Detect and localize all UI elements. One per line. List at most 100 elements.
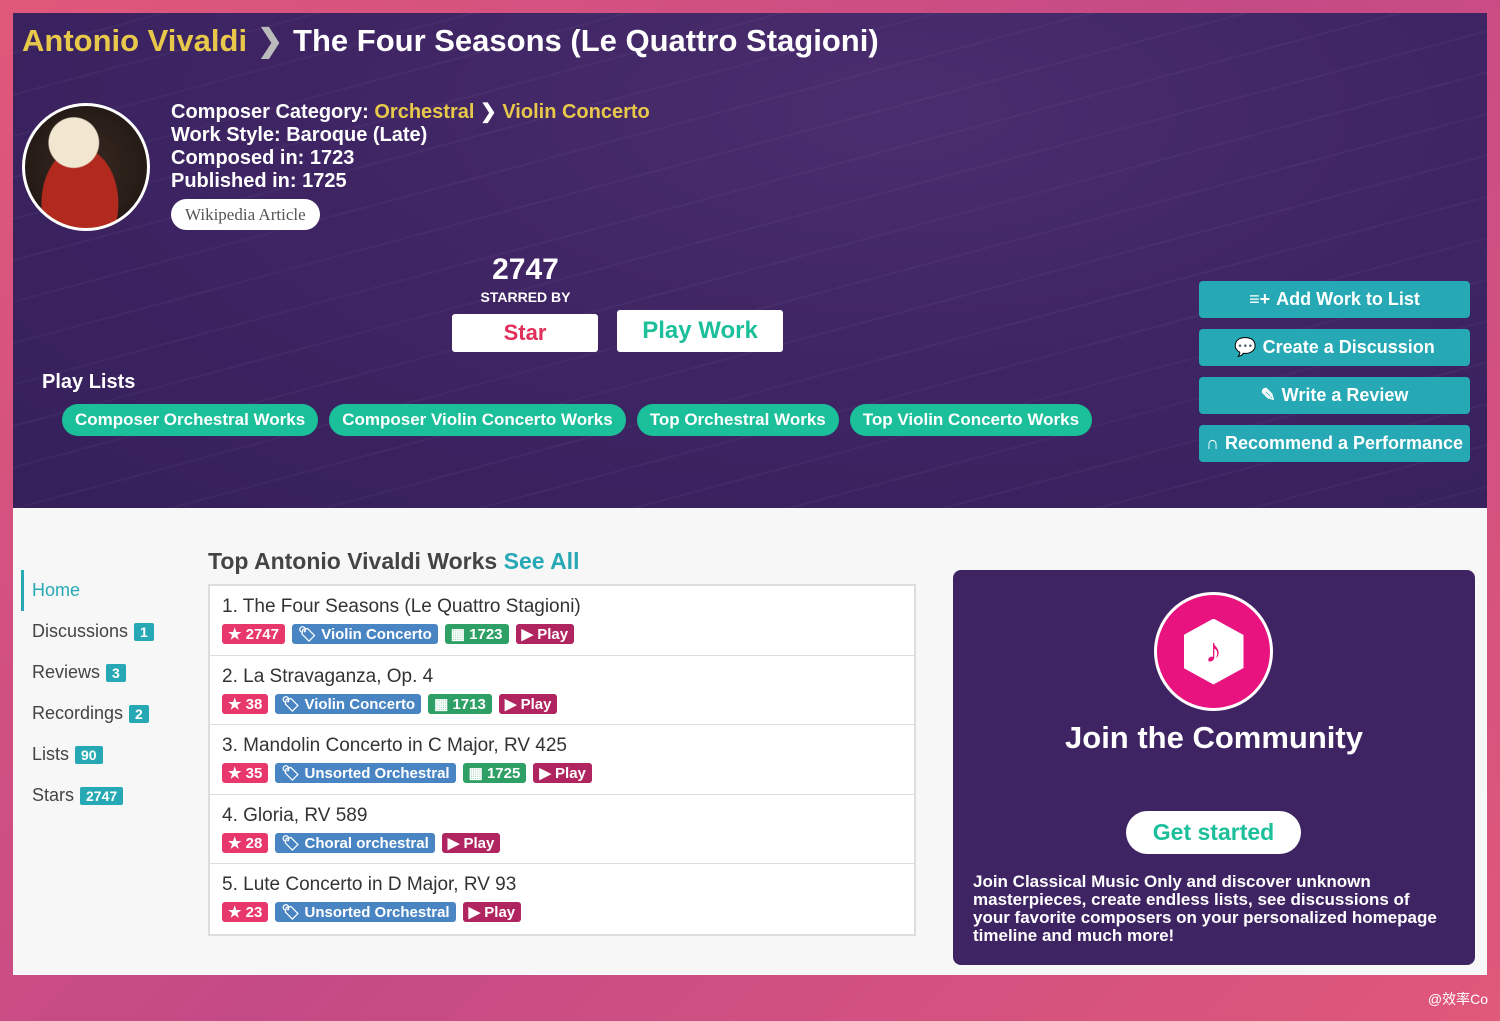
work-title[interactable]: 1. The Four Seasons (Le Quattro Stagioni… (222, 596, 581, 617)
year-tag[interactable]: ▦ 1723 (444, 624, 509, 644)
work-tags: ★ 23 🏷 Unsorted Orchestral ▶ Play (222, 902, 902, 923)
work-row[interactable]: 3. Mandolin Concerto in C Major, RV 425 … (210, 725, 914, 795)
sidebar-item-recordings[interactable]: Recordings 2 (21, 693, 154, 734)
chevron-right-icon: ❯ (257, 23, 284, 58)
category-value: Unsorted Orchestral (304, 765, 450, 783)
sidebar-item-discussions[interactable]: Discussions 1 (21, 611, 154, 652)
category-tag[interactable]: 🏷 Violin Concerto (275, 693, 422, 714)
playlist-pill[interactable]: Top Orchestral Works (636, 404, 839, 436)
page: Antonio Vivaldi ❯ The Four Seasons (Le Qua… (13, 13, 1487, 975)
composer-link[interactable]: Antonio Vivaldi (22, 23, 248, 58)
get-started-button[interactable]: Get started (1126, 811, 1301, 854)
work-row[interactable]: 1. The Four Seasons (Le Quattro Stagioni… (210, 586, 914, 656)
stars-value: 38 (245, 695, 263, 713)
work-row[interactable]: 5. Lute Concerto in D Major, RV 93 ★ 23 … (210, 864, 914, 934)
sidebar-label: Discussions (32, 621, 129, 641)
list-add-icon: ≡+ (1249, 289, 1271, 309)
subcategory-link[interactable]: Violin Concerto (502, 101, 650, 123)
button-label: Create a Discussion (1262, 337, 1435, 357)
stars-value: 28 (245, 834, 263, 852)
button-label: Write a Review (1281, 385, 1409, 405)
count-badge: 2747 (80, 786, 124, 805)
work-tags: ★ 38 🏷 Violin Concerto ▦ 1713 ▶ Play (222, 693, 902, 714)
works-list: 1. The Four Seasons (Le Quattro Stagioni… (208, 584, 916, 936)
feather-icon: ✎ (1260, 385, 1276, 405)
play-tag[interactable]: ▶ Play (515, 624, 575, 644)
play-value: Play (520, 695, 552, 713)
work-row[interactable]: 4. Gloria, RV 589 ★ 28 🏷 Choral orchestr… (210, 795, 914, 865)
play-work-button[interactable]: Play Work (617, 310, 783, 352)
community-text: Join Classical Music Only and discover u… (973, 872, 1437, 945)
community-title: Join the Community (1065, 720, 1363, 755)
sidebar-label: Home (32, 580, 81, 600)
work-title[interactable]: 2. La Stravaganza, Op. 4 (222, 665, 434, 687)
category-link[interactable]: Orchestral (374, 101, 475, 123)
year-tag[interactable]: ▦ 1725 (462, 763, 527, 784)
sidebar-item-stars[interactable]: Stars 2747 (21, 775, 154, 816)
create-discussion-button[interactable]: 💬 Create a Discussion (1199, 329, 1470, 366)
category-value: Unsorted Orchestral (304, 904, 450, 922)
star-button[interactable]: Star (452, 314, 598, 352)
count-badge: 2 (129, 704, 149, 723)
stars-tag[interactable]: ★ 38 (222, 693, 269, 714)
sidebar-label: Stars (32, 785, 75, 805)
stars-tag[interactable]: ★ 35 (222, 763, 269, 784)
sidebar-label: Recordings (32, 703, 124, 723)
work-row[interactable]: 2. La Stravaganza, Op. 4 ★ 38 🏷 Violin C… (210, 656, 914, 726)
play-tag[interactable]: ▶ Play (462, 902, 522, 923)
year-tag[interactable]: ▦ 1713 (428, 693, 492, 714)
category-tag[interactable]: 🏷 Unsorted Orchestral (275, 763, 456, 784)
button-label: Recommend a Performance (1224, 433, 1464, 453)
published-year: Published in: 1725 (171, 170, 347, 192)
sidebar-item-reviews[interactable]: Reviews 3 (21, 652, 154, 693)
calendar-icon: ▦ (434, 695, 449, 713)
category-label: Composer Category: (171, 101, 369, 123)
works-heading: Top Antonio Vivaldi Works See All (208, 548, 579, 575)
category-tag[interactable]: 🏷 Choral orchestral (275, 832, 435, 853)
comments-icon: 💬 (1234, 337, 1257, 357)
stars-tag[interactable]: ★ 28 (222, 832, 269, 853)
tag-icon: 🏷 (281, 765, 301, 783)
category-tag[interactable]: 🏷 Violin Concerto (292, 624, 438, 644)
page-title: The Four Seasons (Le Quattro Stagioni) (293, 23, 879, 58)
play-tag[interactable]: ▶ Play (533, 763, 592, 784)
recommend-performance-button[interactable]: ∩ Recommend a Performance (1199, 425, 1470, 462)
composed-year: Composed in: 1723 (171, 147, 355, 169)
tag-icon: 🏷 (281, 834, 301, 852)
add-to-list-button[interactable]: ≡+ Add Work to List (1199, 281, 1470, 318)
stars-tag[interactable]: ★ 23 (222, 902, 269, 923)
sidebar-item-lists[interactable]: Lists 90 (21, 734, 154, 775)
see-all-link[interactable]: See All (503, 548, 580, 574)
playlist-pill[interactable]: Composer Orchestral Works (62, 404, 319, 436)
work-title[interactable]: 5. Lute Concerto in D Major, RV 93 (222, 874, 517, 896)
play-tag[interactable]: ▶ Play (498, 693, 558, 714)
youtube-play-icon: ▶ (539, 765, 551, 783)
stars-value: 2747 (245, 626, 279, 643)
work-tags: ★ 35 🏷 Unsorted Orchestral ▦ 1725 ▶ Play (222, 763, 902, 784)
stars-value: 23 (245, 904, 263, 922)
star-count: 2747 STARRED BY (453, 253, 598, 305)
community-card: ♪ Join the Community Get started Join Cl… (953, 570, 1475, 965)
playlists-title: Play Lists (42, 371, 136, 393)
work-tags: ★ 2747 🏷 Violin Concerto ▦ 1723 ▶ Play (222, 624, 902, 644)
tag-icon: 🏷 (281, 695, 301, 713)
stars-value: 35 (245, 765, 263, 783)
work-title[interactable]: 3. Mandolin Concerto in C Major, RV 425 (222, 735, 567, 757)
calendar-icon: ▦ (450, 626, 465, 643)
playlist-pill[interactable]: Top Violin Concerto Works (849, 404, 1093, 436)
category-tag[interactable]: 🏷 Unsorted Orchestral (275, 902, 456, 923)
star-icon: ★ (228, 765, 242, 783)
wikipedia-link[interactable]: Wikipedia Article (171, 199, 320, 230)
sidebar-item-home[interactable]: Home (21, 570, 154, 611)
music-note-icon: ♪ (1183, 618, 1244, 685)
count-badge: 3 (106, 663, 126, 682)
sidebar-label: Reviews (32, 662, 101, 682)
stars-tag[interactable]: ★ 2747 (222, 624, 285, 644)
write-review-button[interactable]: ✎ Write a Review (1199, 377, 1470, 414)
star-icon: ★ (228, 834, 242, 852)
category-value: Choral orchestral (304, 834, 429, 852)
play-tag[interactable]: ▶ Play (441, 832, 501, 853)
playlist-pill[interactable]: Composer Violin Concerto Works (329, 404, 626, 436)
count-badge: 1 (134, 622, 154, 641)
work-title[interactable]: 4. Gloria, RV 589 (222, 804, 368, 826)
